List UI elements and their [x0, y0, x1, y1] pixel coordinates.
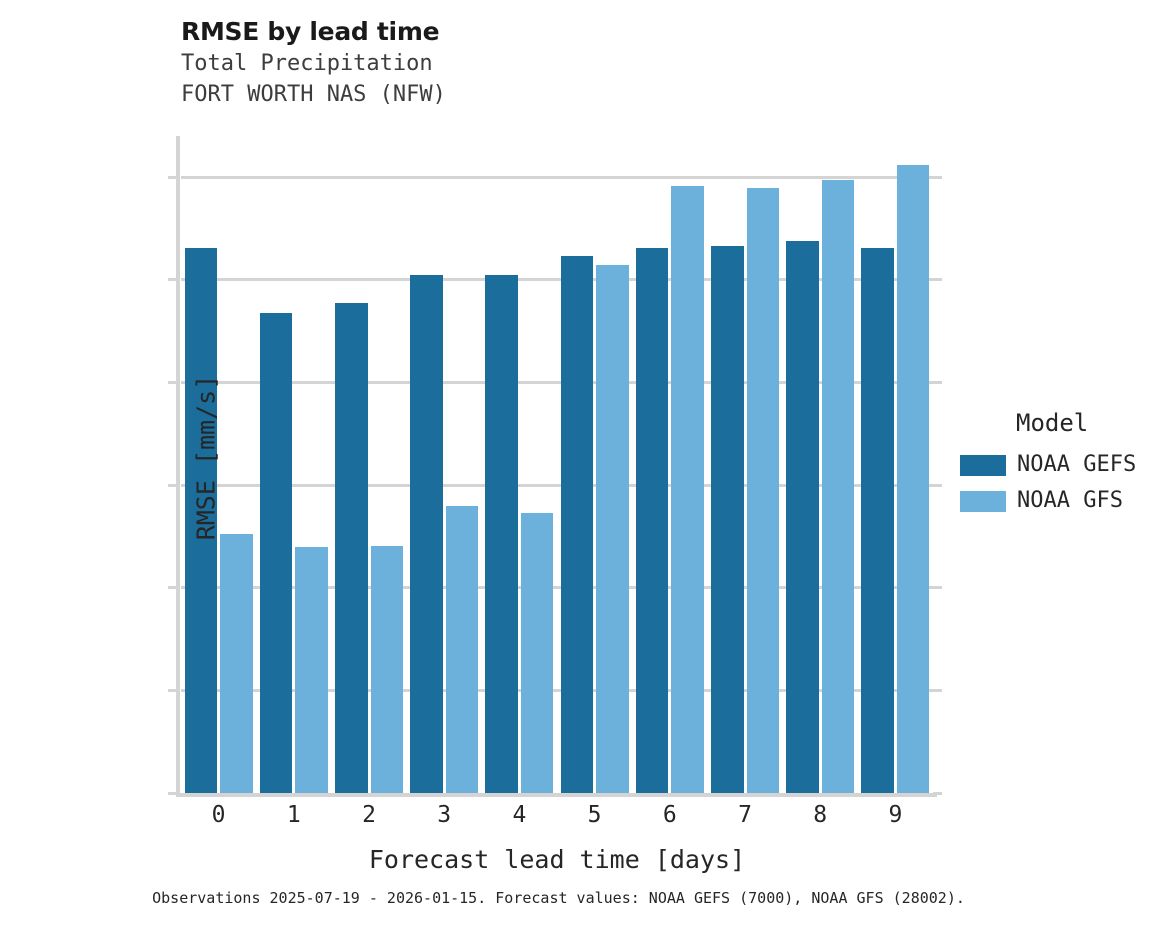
plot-area: 0.000000.000050.000100.000150.000200.000…: [168, 136, 942, 827]
bar-noaa-gefs-lead-1: [259, 312, 293, 793]
y-axis-tick: [168, 380, 177, 384]
chart-subtitle: Total Precipitation: [181, 51, 433, 76]
legend-item-label: NOAA GFS: [1017, 488, 1123, 513]
legend-item-label: NOAA GEFS: [1017, 452, 1137, 477]
bar-noaa-gefs-lead-0: [184, 248, 218, 793]
x-axis-tick-label: 8: [813, 802, 828, 828]
x-axis-tick-label: 5: [587, 802, 602, 828]
bar-noaa-gefs-lead-7: [711, 246, 744, 793]
bar-noaa-gfs-lead-5: [596, 264, 629, 793]
bar-noaa-gfs-lead-1: [295, 547, 328, 793]
y-axis-tick: [168, 483, 177, 487]
bar-noaa-gfs-lead-9: [896, 165, 930, 793]
legend: Model NOAA GEFS NOAA GFS: [960, 408, 1136, 522]
bar-noaa-gefs-lead-2: [335, 303, 368, 793]
gridline: [181, 380, 933, 384]
gridline: [181, 483, 933, 487]
y-axis-tick: [168, 688, 177, 692]
x-axis-tick-label: 9: [888, 802, 903, 828]
y-axis-tick: [168, 791, 177, 795]
y-axis-tick: [168, 586, 177, 590]
chart-location-subtitle: FORT WORTH NAS (NFW): [181, 82, 446, 107]
y-axis-tick-right: [933, 380, 942, 384]
legend-item-noaa-gfs[interactable]: NOAA GFS: [960, 486, 1136, 516]
bar-noaa-gefs-lead-4: [485, 274, 518, 793]
bar-noaa-gfs-lead-8: [821, 179, 855, 793]
bar-noaa-gefs-lead-8: [786, 240, 819, 793]
page-title: RMSE by lead time: [181, 17, 440, 46]
y-axis-tick-right: [933, 688, 942, 692]
bar-noaa-gfs-lead-0: [220, 534, 253, 793]
y-axis-line: [176, 136, 180, 793]
x-axis-tick-label: 0: [211, 802, 226, 828]
bar-noaa-gefs-lead-3: [410, 274, 443, 793]
x-axis-tick-label: 4: [512, 802, 527, 828]
y-axis-title: RMSE [mm/s]: [191, 374, 221, 541]
legend-swatch-icon: [960, 490, 1006, 512]
y-axis-tick-right: [933, 175, 942, 179]
legend-entries: NOAA GEFS NOAA GFS: [960, 450, 1136, 516]
y-axis-tick-right: [933, 791, 942, 795]
chart-caption: Observations 2025-07-19 - 2026-01-15. Fo…: [152, 889, 965, 907]
bar-noaa-gefs-lead-9: [861, 248, 894, 793]
bar-noaa-gfs-lead-3: [445, 506, 479, 793]
x-axis-line: [176, 793, 937, 797]
x-axis-tick-label: 3: [437, 802, 452, 828]
y-axis-tick-right: [933, 278, 942, 282]
gridline: [181, 586, 933, 590]
legend-title: Model: [1016, 409, 1089, 437]
x-axis-tick-label: 2: [362, 802, 376, 828]
x-axis-tick-label: 6: [662, 802, 677, 828]
gridline: [181, 278, 933, 282]
y-axis-tick-right: [933, 483, 942, 487]
bar-noaa-gfs-lead-4: [520, 513, 554, 793]
bar-noaa-gefs-lead-6: [635, 248, 669, 793]
legend-swatch-icon: [960, 454, 1006, 476]
y-axis-tick-right: [933, 586, 942, 590]
bar-noaa-gfs-lead-2: [370, 546, 403, 793]
bar-noaa-gfs-lead-7: [746, 187, 779, 793]
gridline: [181, 688, 933, 692]
legend-item-noaa-gefs[interactable]: NOAA GEFS: [960, 450, 1136, 480]
y-axis-tick: [168, 175, 177, 179]
plot-frame: [181, 136, 933, 793]
x-axis-tick-label: 1: [286, 802, 301, 828]
y-axis-tick: [168, 278, 177, 282]
x-axis-title: Forecast lead time [days]: [368, 845, 746, 874]
bar-noaa-gefs-lead-5: [560, 255, 594, 793]
title-block: RMSE by lead time Total Precipitation FO…: [181, 16, 881, 110]
x-axis-tick-label: 7: [738, 802, 752, 828]
bar-noaa-gfs-lead-6: [671, 185, 704, 793]
gridline: [181, 175, 933, 179]
